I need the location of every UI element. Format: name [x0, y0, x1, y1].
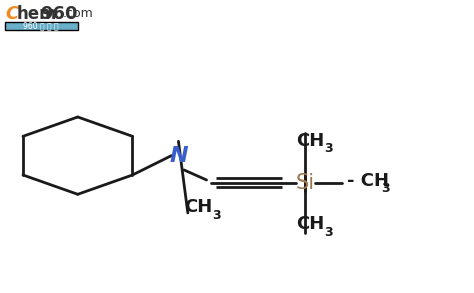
Text: 960 化 工 网: 960 化 工 网 [23, 21, 59, 30]
Text: - CH: - CH [347, 172, 389, 190]
Text: CH: CH [297, 215, 325, 233]
Text: 3: 3 [325, 142, 333, 155]
Text: C: C [5, 5, 18, 23]
Text: CH: CH [184, 198, 212, 216]
Text: 3: 3 [325, 226, 333, 239]
Text: hem: hem [17, 5, 57, 23]
Text: 3: 3 [381, 182, 390, 195]
Text: 960: 960 [40, 5, 78, 23]
Text: Si: Si [295, 173, 314, 193]
FancyBboxPatch shape [5, 22, 78, 30]
Text: .com: .com [63, 7, 93, 21]
Text: CH: CH [297, 132, 325, 150]
Text: N: N [169, 146, 188, 166]
Text: 3: 3 [212, 209, 221, 222]
